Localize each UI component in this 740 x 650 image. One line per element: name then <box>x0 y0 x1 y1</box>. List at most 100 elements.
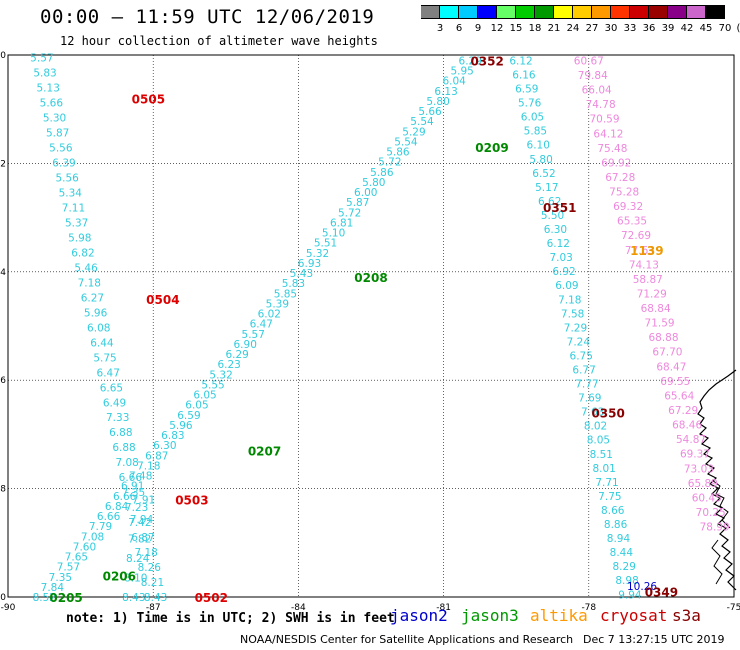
wave-height-value: 5.57 <box>30 53 53 65</box>
wave-height-value: 5.96 <box>169 420 193 432</box>
pass-time-label: 0503 <box>175 493 208 507</box>
wave-height-value: 6.84 <box>105 501 129 513</box>
wave-height-value: 69.92 <box>601 157 631 169</box>
wave-height-value: 6.13 <box>434 86 457 98</box>
wave-height-value: 6.29 <box>225 349 248 361</box>
legend-label: 9 <box>474 23 482 34</box>
wave-height-value: 5.46 <box>74 262 98 274</box>
wave-height-value: 5.32 <box>209 369 232 381</box>
wave-height-value: 7.82 <box>128 533 151 545</box>
lat-tick-label: 40 <box>0 51 6 61</box>
pass-time-label: 0352 <box>470 54 503 68</box>
wave-height-value: 68.46 <box>672 420 702 432</box>
wave-height-value: 8.44 <box>610 547 634 559</box>
satellite-cryosat: cryosat <box>600 606 668 625</box>
wave-height-value: 8.02 <box>584 421 607 433</box>
legend-swatch <box>421 5 440 19</box>
wave-height-value: 7.08 <box>81 531 104 543</box>
wave-height-value: 68.47 <box>656 361 686 373</box>
wave-height-value: 8.66 <box>601 505 625 517</box>
wave-height-value: 7.18 <box>78 277 101 289</box>
pass-time-label: 0206 <box>103 569 136 583</box>
pass-time-label: 0349 <box>645 586 678 600</box>
wave-height-value: 5.30 <box>43 113 66 125</box>
wave-height-value: 5.95 <box>450 66 473 78</box>
wave-height-value: 7.69 <box>578 393 601 405</box>
wave-height-value: 7.91 <box>132 494 155 506</box>
coastline <box>711 539 723 585</box>
wave-height-value: 6.82 <box>71 247 94 259</box>
pass-time-label: 0208 <box>354 271 387 285</box>
legend-label: 30 <box>604 23 618 34</box>
legend-label: 18 <box>528 23 542 34</box>
wave-height-value: 5.17 <box>535 182 558 194</box>
wave-height-value: 6.10 <box>527 140 550 152</box>
wave-height-value: 72.69 <box>621 230 651 242</box>
wave-height-value: 5.13 <box>37 83 60 95</box>
wave-height-value: 74.78 <box>586 99 616 111</box>
wave-height-value: 67.28 <box>605 172 635 184</box>
legend-swatch <box>611 5 630 19</box>
satellite-altika: altika <box>530 606 588 625</box>
wave-height-value: 7.84 <box>41 582 65 594</box>
chart-subtitle: 12 hour collection of altimeter wave hei… <box>60 34 378 48</box>
wave-height-value: 71.29 <box>637 288 667 300</box>
wave-height-value: 6.88 <box>109 427 132 439</box>
wave-height-value: 8.98 <box>615 575 638 587</box>
wave-height-value: 7.08 <box>115 457 138 469</box>
wave-height-value: 7.24 <box>567 336 591 348</box>
wave-height-value: 7.29 <box>564 322 587 334</box>
wave-height-value: 8.05 <box>587 435 610 447</box>
wave-height-value: 7.11 <box>62 203 85 215</box>
wave-height-value: 8.51 <box>590 449 613 461</box>
wave-height-value: 6.88 <box>112 442 135 454</box>
legend-label: (ft) <box>736 23 740 34</box>
legend-label: 36 <box>642 23 656 34</box>
wave-height-value: 70.25 <box>696 507 726 519</box>
wave-height-value: 5.76 <box>518 98 542 110</box>
wave-height-value: 71.59 <box>645 318 675 330</box>
wave-height-value: 6.27 <box>81 292 104 304</box>
wave-height-value: 6.30 <box>544 224 567 236</box>
pass-time-label: 0209 <box>475 141 508 155</box>
legend-swatch <box>497 5 516 19</box>
wave-height-value: 5.34 <box>59 188 83 200</box>
wave-height-value: 7.75 <box>598 491 621 503</box>
wave-height-value: 7.77 <box>575 379 598 391</box>
wave-height-value: 7.60 <box>73 541 96 553</box>
wave-height-value: 64.12 <box>593 128 623 140</box>
wave-height-value: 7.18 <box>137 460 160 472</box>
satellite-jason2: jason2 <box>390 606 448 625</box>
legend-swatch <box>668 5 687 19</box>
wave-height-value: 6.47 <box>250 319 273 331</box>
lat-tick-label: 48 <box>0 485 6 495</box>
pass-time-label: 0205 <box>49 591 82 605</box>
wave-height-value: 79.84 <box>578 70 608 82</box>
pass-time-label: 0351 <box>543 201 576 215</box>
lon-tick-label: -90 <box>1 603 16 613</box>
legend-swatch <box>535 5 554 19</box>
wave-height-value: 5.51 <box>314 238 337 250</box>
wave-height-value: 8.10 <box>124 572 147 584</box>
pass-time-label: 0505 <box>132 92 165 106</box>
legend-label: 27 <box>585 23 599 34</box>
wave-height-value: 7.48 <box>129 471 152 483</box>
map-frame <box>7 54 735 598</box>
legend-swatch <box>649 5 668 19</box>
wave-height-value: 6.12 <box>547 238 570 250</box>
lon-tick-label: -75 <box>727 603 740 613</box>
wave-height-value: 5.66 <box>40 98 64 110</box>
units-note: note: 1) Time is in UTC; 2) SWH is in fe… <box>66 611 395 626</box>
wave-height-value: 5.43 <box>290 268 313 280</box>
wave-height-value: 6.04 <box>442 76 466 88</box>
legend-swatch <box>706 5 725 19</box>
wave-height-value: 6.87 <box>145 450 168 462</box>
wave-height-value: 6.90 <box>234 339 257 351</box>
wave-height-value: 5.87 <box>46 128 69 140</box>
satellite-jason3: jason3 <box>461 606 519 625</box>
wave-height-value: 8.43 <box>122 592 145 604</box>
wave-height-value: 5.75 <box>93 352 116 364</box>
wave-height-value: 5.37 <box>65 217 88 229</box>
wave-height-value: 7.94 <box>130 514 154 526</box>
wave-height-value: 6.47 <box>97 367 120 379</box>
